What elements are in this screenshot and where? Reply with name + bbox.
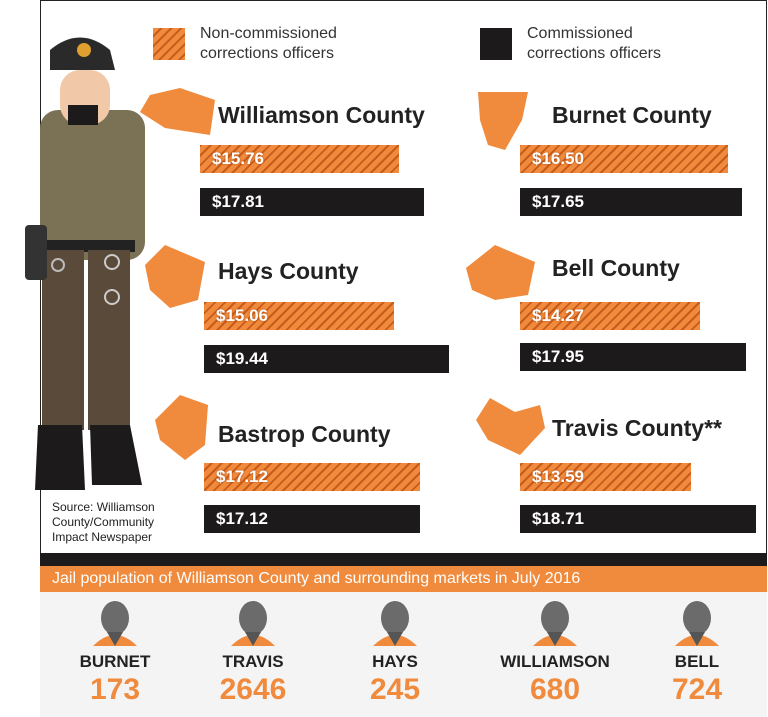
non-commissioned-bar: $16.50 — [520, 145, 728, 173]
person-icon — [231, 601, 275, 646]
commissioned-bar: $17.95 — [520, 343, 747, 371]
bar-label: $17.12 — [216, 467, 268, 486]
bar-label: $17.65 — [532, 192, 584, 211]
non-commissioned-bar: $17.12 — [204, 463, 420, 491]
person-icon — [533, 601, 577, 646]
bar-label: $17.81 — [212, 192, 264, 211]
market-name: BELL — [674, 652, 720, 671]
market-name: WILLIAMSON — [500, 652, 610, 671]
legend-commissioned: Commissioned corrections officers — [527, 25, 661, 62]
jail-band — [40, 566, 767, 592]
market-population: 245 — [369, 673, 421, 706]
commissioned-bar: $19.44 — [204, 345, 449, 373]
commissioned-bar: $17.65 — [520, 188, 743, 216]
person-icon — [675, 601, 719, 646]
bar-label: $18.71 — [532, 509, 584, 528]
commissioned-bar: $17.12 — [204, 505, 420, 533]
county-name: Bell County — [552, 255, 680, 281]
county-name: Williamson County — [218, 102, 425, 128]
county-name: Travis County** — [552, 415, 722, 441]
non-commissioned-bar: $15.76 — [200, 145, 399, 173]
legend-non-commissioned: Non-commissioned corrections officers — [200, 25, 337, 62]
non-commissioned-bar: $15.06 — [204, 302, 394, 330]
bar-label: $16.50 — [532, 149, 584, 168]
bar-label: $15.06 — [216, 306, 268, 325]
legend-swatch-black — [480, 28, 512, 60]
bar-label: $13.59 — [532, 467, 584, 486]
county-name: Burnet County — [552, 102, 712, 128]
person-icon — [373, 601, 417, 646]
market-name: BURNET — [79, 652, 151, 671]
commissioned-bar: $18.71 — [520, 505, 756, 533]
divider — [40, 553, 767, 566]
source: Source: Williamson County/Community Impa… — [52, 500, 155, 544]
county-name: Hays County — [218, 258, 359, 284]
non-commissioned-bar: $14.27 — [520, 302, 700, 330]
bar-label: $17.95 — [532, 347, 584, 366]
market-population: 2646 — [219, 673, 287, 706]
officer — [25, 37, 145, 490]
non-commissioned-bar: $13.59 — [520, 463, 692, 491]
market-name: HAYS — [372, 652, 418, 671]
market-population: 173 — [89, 673, 141, 706]
jail-title: Jail population of Williamson County and… — [52, 570, 581, 587]
commissioned-bar: $17.81 — [200, 188, 425, 216]
bar-label: $19.44 — [216, 349, 268, 368]
bar-label: $14.27 — [532, 306, 584, 325]
county-shapes — [140, 88, 545, 460]
market-name: TRAVIS — [222, 652, 284, 671]
market-population: 680 — [529, 673, 581, 706]
bar-label: $17.12 — [216, 509, 268, 528]
county-name: Bastrop County — [218, 421, 391, 447]
legend-swatch-hatched — [153, 28, 185, 60]
bar-label: $15.76 — [212, 149, 264, 168]
person-icon — [93, 601, 137, 646]
market-population: 724 — [671, 673, 723, 706]
